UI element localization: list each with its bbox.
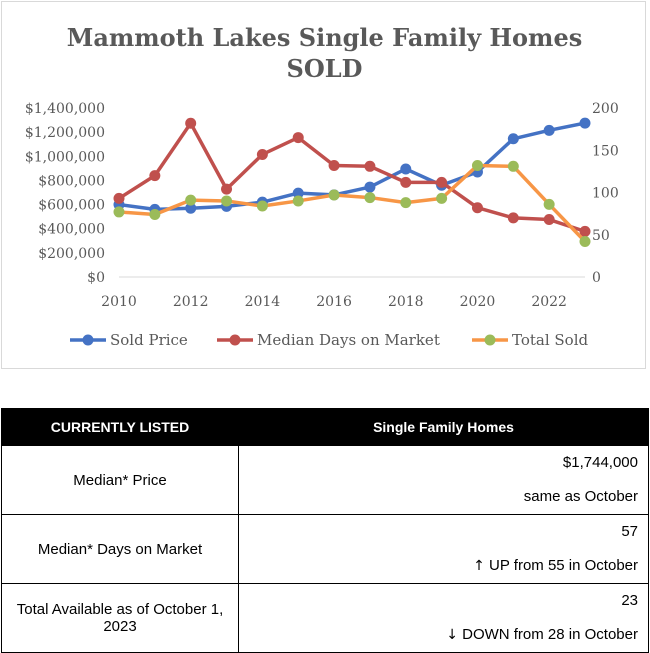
legend-swatch-marker	[484, 334, 496, 346]
data-point	[185, 202, 197, 214]
x-tick-label: 2022	[531, 294, 567, 310]
data-point	[185, 117, 197, 129]
x-tick-label: 2014	[245, 294, 281, 310]
table-row: Median* Price $1,744,000 same as October	[1, 445, 649, 515]
legend-label: Total Sold	[512, 331, 589, 349]
median-price-value: $1,744,000	[562, 454, 638, 471]
row-label-median-price: Median* Price	[1, 445, 239, 515]
table-header-currently-listed: CURRENTLY LISTED	[1, 408, 239, 446]
data-point	[507, 133, 519, 145]
series-line-1	[118, 121, 586, 234]
data-point	[579, 117, 591, 129]
chart-subtitle-line: SOLD	[286, 54, 363, 83]
data-point	[579, 236, 591, 248]
data-point	[400, 197, 412, 209]
total-available-change-text: DOWN from 28 in October	[462, 626, 638, 643]
data-point	[292, 195, 304, 207]
data-point	[579, 225, 591, 237]
x-tick-label: 2018	[388, 294, 424, 310]
data-point	[400, 176, 412, 188]
series-line-0	[118, 121, 586, 212]
data-point	[113, 206, 125, 218]
legend-label: Median Days on Market	[257, 331, 440, 349]
y-left-tick-label: $400,000	[38, 222, 105, 238]
data-point	[400, 163, 412, 175]
row-value-cell: 57 ↑ UP from 55 in October	[238, 514, 649, 584]
data-point	[113, 192, 125, 204]
data-point	[364, 160, 376, 172]
table-header-single-family-homes: Single Family Homes	[238, 408, 649, 446]
data-point	[364, 192, 376, 204]
x-tick-label: 2012	[173, 294, 209, 310]
data-point	[471, 202, 483, 214]
data-point	[436, 192, 448, 204]
median-price-change-text: same as October	[523, 488, 638, 505]
data-point	[507, 160, 519, 172]
data-point	[185, 194, 197, 206]
line-chart: $0 $200,000 $400,000 $600,000 $800,000 $1,000…	[25, 101, 619, 349]
y-right-tick-label: 150	[592, 143, 619, 159]
table-row: Total Available as of October 1, 2023 23…	[1, 583, 649, 653]
chart-container: Mammoth Lakes Single Family Homes SOLD $…	[1, 1, 646, 369]
data-point	[543, 124, 555, 136]
row-value-cell: 23 ↓ DOWN from 28 in October	[238, 583, 649, 653]
data-point	[149, 208, 161, 220]
median-days-change-text: UP from 55 in October	[489, 557, 638, 574]
y-left-tick-label: $600,000	[38, 198, 105, 214]
data-point	[149, 170, 161, 182]
data-point	[543, 198, 555, 210]
data-point	[328, 159, 340, 171]
data-point	[507, 212, 519, 224]
total-available-value: 23	[621, 592, 638, 609]
row-value-cell: $1,744,000 same as October	[238, 445, 649, 515]
data-point	[543, 214, 555, 226]
x-tick-label: 2010	[101, 294, 137, 310]
y-right-tick-label: 200	[592, 101, 619, 117]
data-point	[221, 195, 233, 207]
arrow-up-icon: ↑	[473, 558, 485, 574]
x-tick-label: 2016	[316, 294, 352, 310]
series-line-2	[118, 163, 587, 243]
median-days-value: 57	[621, 523, 638, 540]
y-left-tick-label: $800,000	[38, 173, 105, 189]
data-point	[436, 176, 448, 188]
arrow-down-icon: ↓	[446, 627, 458, 643]
y-left-tick-label: $200,000	[38, 246, 105, 262]
y-left-tick-label: $1,000,000	[25, 149, 105, 165]
data-point	[292, 187, 304, 199]
y-left-tick-label: $0	[87, 270, 105, 286]
y-left-tick-label: $1,200,000	[25, 125, 105, 141]
chart-title: Mammoth Lakes Single Family Homes SOLD	[2, 22, 647, 84]
total-available-change: ↓ DOWN from 28 in October	[249, 618, 638, 652]
median-price-change: same as October	[249, 480, 638, 514]
y-right-tick-label: 50	[592, 228, 610, 244]
chart-title-line: Mammoth Lakes Single Family Homes	[66, 23, 583, 52]
row-label-median-days: Median* Days on Market	[1, 514, 239, 584]
data-point	[328, 189, 340, 201]
legend-swatch-marker	[82, 334, 94, 346]
row-label-total-available: Total Available as of October 1, 2023	[1, 583, 239, 653]
legend-swatch-marker	[229, 334, 241, 346]
legend-label: Sold Price	[110, 331, 188, 349]
data-point	[256, 148, 268, 160]
y-right-tick-label: 100	[592, 186, 619, 202]
data-point	[256, 200, 268, 212]
median-days-change: ↑ UP from 55 in October	[249, 549, 638, 583]
currently-listed-table: CURRENTLY LISTED Single Family Homes Med…	[1, 408, 649, 653]
table-header-row: CURRENTLY LISTED Single Family Homes	[1, 408, 649, 446]
data-point	[364, 181, 376, 193]
data-point	[471, 159, 483, 171]
data-point	[292, 132, 304, 144]
y-right-tick-label: 0	[592, 270, 601, 286]
table-row: Median* Days on Market 57 ↑ UP from 55 i…	[1, 514, 649, 584]
y-left-tick-label: $1,400,000	[25, 101, 105, 117]
data-point	[221, 183, 233, 195]
x-tick-label: 2020	[460, 294, 496, 310]
